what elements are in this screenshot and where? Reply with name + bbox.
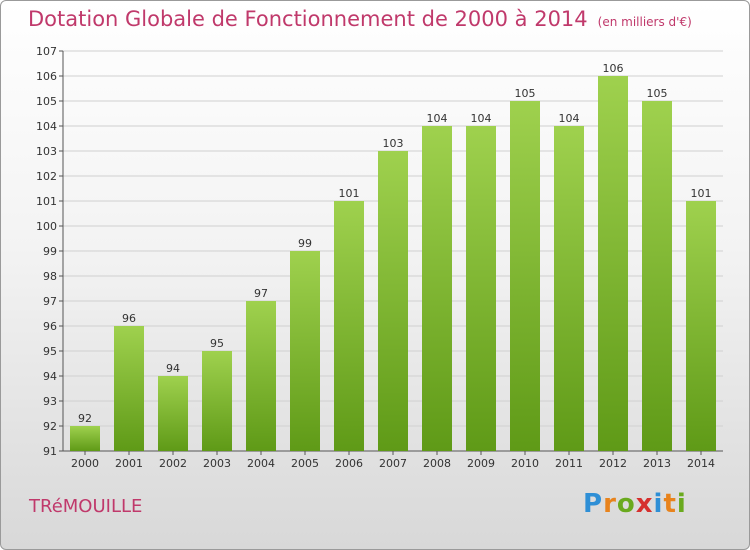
- y-tick-label: 105: [36, 95, 57, 108]
- logo-letter: P: [583, 489, 604, 519]
- bar: [158, 376, 188, 451]
- y-tick-label: 101: [36, 195, 57, 208]
- labels: 91 92 93 94 95 96 97 98 99 100 101 102 103 104 105 106 1…: [36, 45, 715, 470]
- y-tick-label: 100: [36, 220, 57, 233]
- x-tick-label: 2005: [291, 457, 319, 470]
- x-tick-label: 2003: [203, 457, 231, 470]
- x-tick-label: 2000: [71, 457, 99, 470]
- x-tick-label: 2009: [467, 457, 495, 470]
- y-tick-label: 106: [36, 70, 57, 83]
- bar: [202, 351, 232, 451]
- bar: [642, 101, 672, 451]
- logo-letter: x: [635, 489, 654, 519]
- y-tick-label: 98: [43, 270, 57, 283]
- x-tick-label: 2001: [115, 457, 143, 470]
- bar: [466, 126, 496, 451]
- data-label: 96: [122, 312, 136, 325]
- x-tick-label: 2010: [511, 457, 539, 470]
- proxiti-logo: Proxiti: [583, 489, 687, 519]
- data-label: 105: [647, 87, 668, 100]
- data-label: 105: [515, 87, 536, 100]
- x-tick-label: 2011: [555, 457, 583, 470]
- x-tick-label: 2007: [379, 457, 407, 470]
- x-tick-label: 2002: [159, 457, 187, 470]
- logo-letter: i: [653, 489, 664, 519]
- chart-unit: (en milliers d'€): [597, 15, 692, 29]
- data-label: 103: [383, 137, 404, 150]
- bar: [554, 126, 584, 451]
- data-label: 99: [298, 237, 312, 250]
- y-tick-label: 94: [43, 370, 57, 383]
- x-tick-label: 2006: [335, 457, 363, 470]
- data-label: 101: [339, 187, 360, 200]
- commune-name: TRéMOUILLE: [29, 496, 143, 517]
- y-tick-label: 102: [36, 170, 57, 183]
- data-label: 104: [559, 112, 580, 125]
- x-tick-label: 2008: [423, 457, 451, 470]
- bar: [334, 201, 364, 451]
- y-tick-label: 97: [43, 295, 57, 308]
- y-tick-label: 91: [43, 445, 57, 458]
- y-tick-label: 99: [43, 245, 57, 258]
- data-label: 94: [166, 362, 180, 375]
- logo-letter: r: [603, 489, 617, 519]
- bar: [422, 126, 452, 451]
- logo-letter: i: [676, 489, 687, 519]
- bars: [70, 76, 716, 451]
- x-tick-label: 2004: [247, 457, 275, 470]
- y-tick-label: 92: [43, 420, 57, 433]
- data-label: 104: [471, 112, 492, 125]
- x-tick-label: 2014: [687, 457, 715, 470]
- logo-letter: t: [663, 489, 677, 519]
- x-tick-label: 2013: [643, 457, 671, 470]
- data-label: 95: [210, 337, 224, 350]
- bar: [686, 201, 716, 451]
- chart-title: Dotation Globale de Fonctionnement de 20…: [28, 7, 588, 31]
- y-tick-label: 103: [36, 145, 57, 158]
- y-tick-label: 104: [36, 120, 57, 133]
- y-tick-label: 93: [43, 395, 57, 408]
- y-tick-label: 107: [36, 45, 57, 58]
- bar: [70, 426, 100, 451]
- data-label: 106: [603, 62, 624, 75]
- data-label: 92: [78, 412, 92, 425]
- y-tick-label: 95: [43, 345, 57, 358]
- data-label: 97: [254, 287, 268, 300]
- bar: [598, 76, 628, 451]
- logo-letter: o: [616, 489, 636, 519]
- bar: [290, 251, 320, 451]
- bar: [378, 151, 408, 451]
- y-tick-label: 96: [43, 320, 57, 333]
- bar: [246, 301, 276, 451]
- x-tick-label: 2012: [599, 457, 627, 470]
- bar: [510, 101, 540, 451]
- chart-title-block: Dotation Globale de Fonctionnement de 20…: [28, 7, 692, 31]
- bar: [114, 326, 144, 451]
- data-label: 104: [427, 112, 448, 125]
- data-label: 101: [691, 187, 712, 200]
